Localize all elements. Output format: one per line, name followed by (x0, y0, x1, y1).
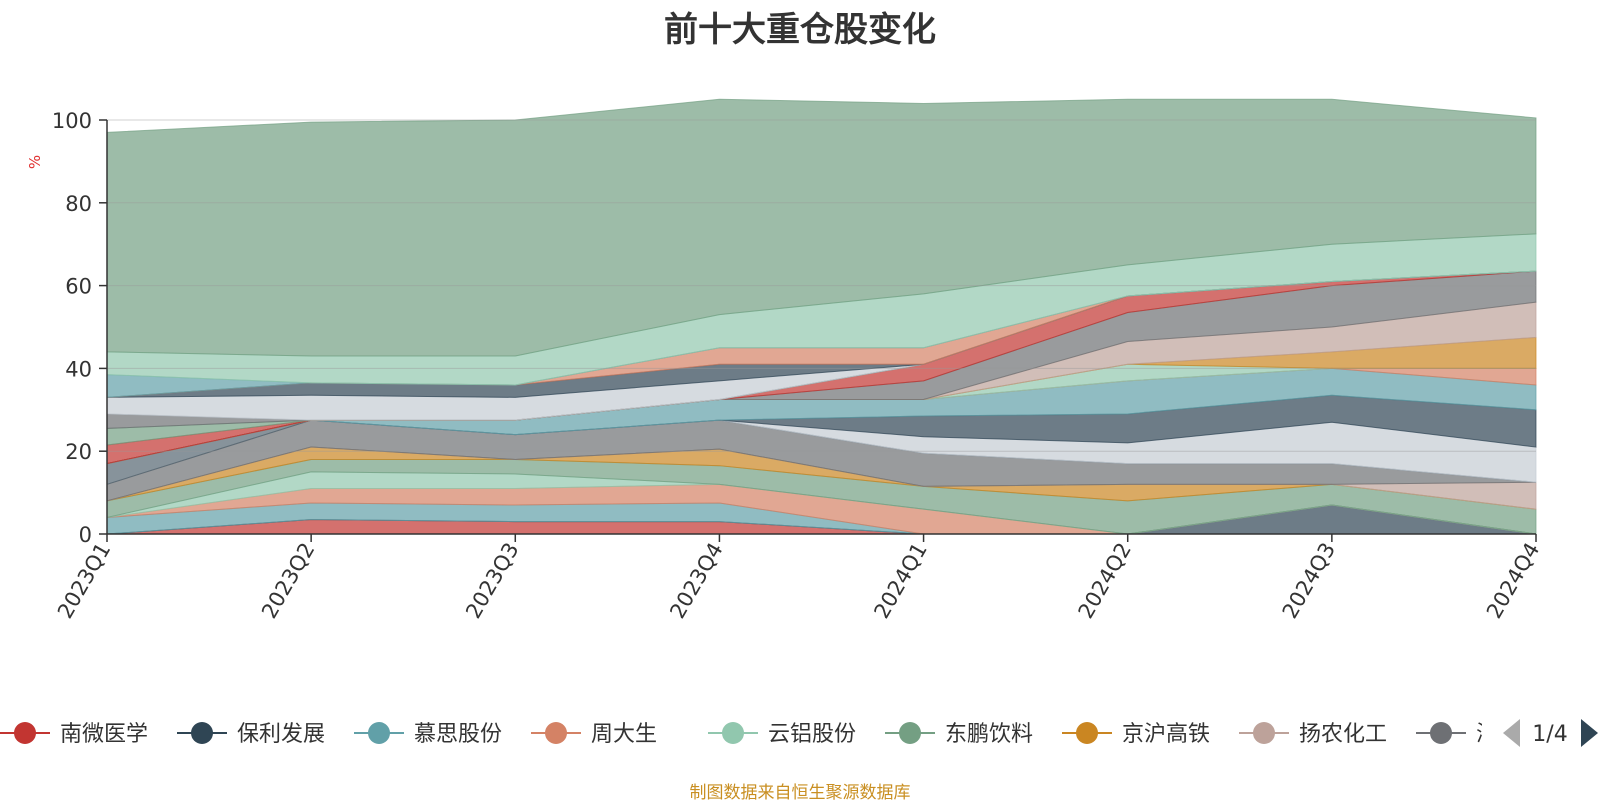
x-tick-label: 2024Q3 (1278, 539, 1340, 623)
x-tick-label: 2024Q2 (1074, 539, 1136, 623)
legend-marker-icon (722, 722, 744, 744)
x-tick-label: 2024Q4 (1482, 539, 1544, 623)
legend-item[interactable]: 京沪高铁 (1062, 722, 1210, 747)
legend-item[interactable]: 保利发展 (177, 722, 325, 747)
legend-label: 周大生 (591, 722, 657, 747)
x-tick-label: 2023Q1 (53, 539, 115, 623)
legend-label: 京沪高铁 (1122, 722, 1210, 747)
legend-item[interactable]: 慕思股份 (354, 722, 502, 747)
legend-prev-arrow-icon[interactable] (1503, 719, 1520, 747)
legend-pager: 1/4 (1503, 719, 1598, 747)
legend-layer: 南微医学 保利发展 慕思股份 周大生 云铝股份 东鹏饮料 京沪高铁 扬农化工 海億 (0, 722, 1520, 747)
y-tick-label: 100 (52, 109, 92, 133)
legend-marker-icon (191, 722, 213, 744)
chart-title: 前十大重仓股变化 (664, 10, 936, 50)
legend-marker-icon (1076, 722, 1098, 744)
legend-item[interactable]: 云铝股份 (708, 722, 856, 747)
y-tick-label: 60 (65, 275, 92, 299)
legend-label: 南微医学 (60, 722, 148, 747)
y-tick-label: 40 (65, 357, 92, 381)
area-series-27 (106, 98, 1537, 357)
legend-marker-icon (368, 722, 390, 744)
legend-label: 东鹏饮料 (945, 722, 1033, 747)
y-tick-label: 0 (79, 523, 92, 547)
legend-marker-icon (899, 722, 921, 744)
legend-page-indicator: 1/4 (1532, 722, 1567, 747)
legend-marker-icon (545, 722, 567, 744)
x-tick-label: 2024Q1 (869, 539, 931, 623)
x-tick-label: 2023Q3 (461, 539, 523, 623)
x-tick-label: 2023Q4 (665, 539, 727, 623)
legend-item[interactable]: 扬农化工 (1239, 722, 1387, 747)
areas-layer (106, 98, 1537, 535)
legend-item[interactable]: 周大生 (531, 722, 657, 747)
y-tick-label: 80 (65, 192, 92, 216)
legend-item[interactable]: 东鹏饮料 (885, 722, 1033, 747)
legend-label: 云铝股份 (768, 722, 856, 747)
legend-label: 慕思股份 (414, 722, 502, 747)
legend-item[interactable]: 海億 (1416, 722, 1520, 747)
legend-marker-icon (1253, 722, 1275, 744)
y-tick-label: 20 (65, 440, 92, 464)
legend-item[interactable]: 南微医学 (0, 722, 148, 747)
legend-label: 保利发展 (237, 722, 325, 747)
source-note: 制图数据来自恒生聚源数据库 (689, 783, 911, 803)
legend-marker-icon (14, 722, 36, 744)
legend-label: 扬农化工 (1299, 722, 1387, 747)
x-tick-label: 2023Q2 (257, 539, 319, 623)
legend-label: 海億 (1476, 722, 1520, 747)
legend-marker-icon (1430, 722, 1452, 744)
legend-next-arrow-icon[interactable] (1581, 719, 1598, 747)
y-axis-label: % (26, 155, 44, 169)
